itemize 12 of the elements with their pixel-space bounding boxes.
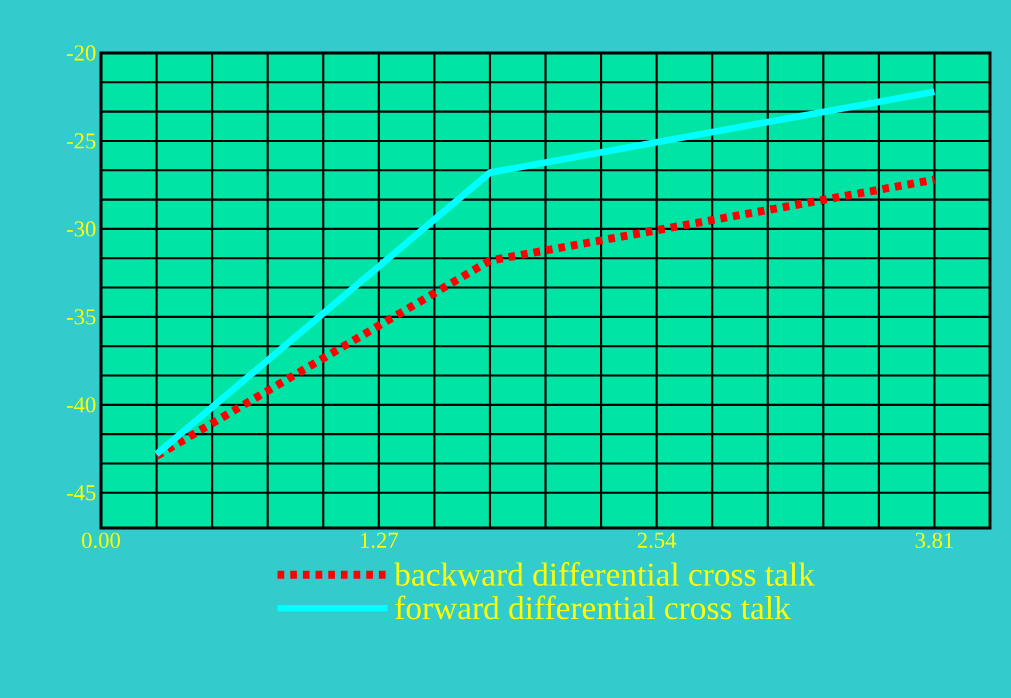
y-tick-label: -20 [66, 45, 96, 61]
x-tick-label: 2.54 [637, 532, 677, 549]
y-tick-label: -35 [66, 309, 96, 325]
y-tick-label: -45 [66, 485, 96, 501]
y-tick-label: -40 [66, 397, 96, 413]
x-tick-label: 0.00 [82, 532, 120, 549]
legend-label: backward differential cross talk [394, 562, 815, 586]
x-tick-label: 3.81 [915, 532, 953, 549]
x-tick-label: 1.27 [360, 532, 398, 549]
y-tick-label: -30 [66, 221, 96, 237]
y-tick-label: -25 [66, 133, 96, 149]
legend-label: forward differential cross talk [395, 595, 791, 620]
